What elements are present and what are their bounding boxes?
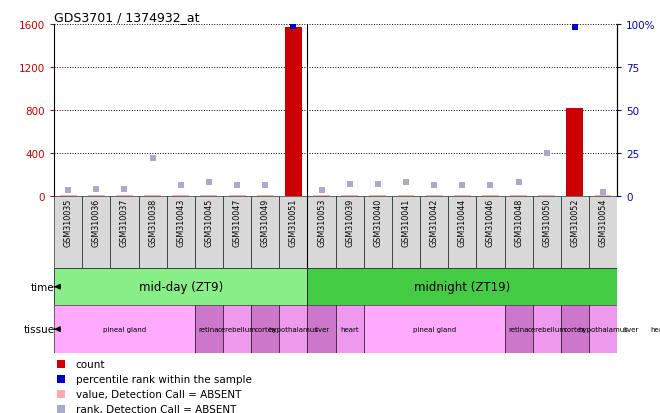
Text: midnight (ZT19): midnight (ZT19): [414, 280, 510, 294]
Text: heart: heart: [341, 326, 359, 332]
Bar: [561, 306, 589, 353]
Bar: [167, 196, 195, 268]
Bar: [308, 268, 617, 306]
Text: pineal gland: pineal gland: [103, 326, 146, 332]
Text: hypothalamus: hypothalamus: [578, 326, 628, 332]
Bar: [54, 306, 195, 353]
Text: GSM310039: GSM310039: [345, 198, 354, 247]
Text: percentile rank within the sample: percentile rank within the sample: [75, 374, 251, 384]
Text: hypothalamus: hypothalamus: [269, 326, 318, 332]
Text: GSM310046: GSM310046: [486, 198, 495, 247]
Text: GSM310042: GSM310042: [430, 198, 439, 247]
Bar: [533, 306, 561, 353]
Bar: [566, 108, 583, 196]
Bar: [420, 196, 448, 268]
Text: GSM310038: GSM310038: [148, 198, 157, 247]
Bar: [251, 306, 279, 353]
Text: GDS3701 / 1374932_at: GDS3701 / 1374932_at: [54, 11, 199, 24]
Bar: [223, 306, 251, 353]
Text: GSM310043: GSM310043: [176, 198, 185, 247]
Bar: [477, 196, 504, 268]
Bar: [195, 196, 223, 268]
Text: heart: heart: [650, 326, 660, 332]
Bar: [335, 306, 364, 353]
Bar: [228, 195, 246, 196]
Bar: [645, 306, 660, 353]
Bar: [139, 196, 167, 268]
Text: GSM310036: GSM310036: [92, 198, 101, 247]
Bar: [589, 196, 617, 268]
Bar: [533, 196, 561, 268]
Bar: [448, 196, 477, 268]
Bar: [88, 195, 105, 196]
Bar: [251, 196, 279, 268]
Text: liver: liver: [314, 326, 329, 332]
Bar: [482, 195, 499, 196]
Text: GSM310035: GSM310035: [64, 198, 73, 247]
Text: retina: retina: [199, 326, 219, 332]
Text: cortex: cortex: [254, 326, 277, 332]
Text: retina: retina: [508, 326, 529, 332]
Text: pineal gland: pineal gland: [412, 326, 455, 332]
Bar: [313, 195, 330, 196]
Text: cerebellum: cerebellum: [218, 326, 257, 332]
Bar: [504, 196, 533, 268]
Text: value, Detection Call = ABSENT: value, Detection Call = ABSENT: [75, 389, 241, 399]
Bar: [335, 196, 364, 268]
Text: GSM310044: GSM310044: [458, 198, 467, 247]
Bar: [308, 306, 336, 353]
Bar: [201, 195, 217, 196]
Text: GSM310054: GSM310054: [599, 198, 607, 247]
Bar: [279, 306, 308, 353]
Bar: [223, 196, 251, 268]
Bar: [54, 268, 308, 306]
Bar: [110, 196, 139, 268]
Text: GSM310045: GSM310045: [205, 198, 213, 247]
Text: rank, Detection Call = ABSENT: rank, Detection Call = ABSENT: [75, 404, 236, 413]
Text: liver: liver: [624, 326, 639, 332]
Bar: [172, 195, 189, 196]
Text: GSM310052: GSM310052: [570, 198, 579, 247]
Text: count: count: [75, 359, 105, 369]
Bar: [510, 195, 527, 196]
Text: tissue: tissue: [23, 324, 54, 335]
Text: GSM310049: GSM310049: [261, 198, 270, 247]
Bar: [454, 195, 471, 196]
Text: cerebellum: cerebellum: [527, 326, 566, 332]
Text: GSM310047: GSM310047: [232, 198, 242, 247]
Bar: [561, 196, 589, 268]
Bar: [279, 196, 308, 268]
Text: GSM310041: GSM310041: [401, 198, 411, 247]
Bar: [285, 27, 302, 196]
Text: GSM310053: GSM310053: [317, 198, 326, 247]
Text: GSM310050: GSM310050: [543, 198, 551, 247]
Bar: [370, 195, 386, 196]
Bar: [144, 195, 161, 196]
Text: GSM310040: GSM310040: [374, 198, 382, 247]
Text: GSM310037: GSM310037: [120, 198, 129, 247]
Bar: [595, 195, 611, 196]
Bar: [82, 196, 110, 268]
Text: GSM310051: GSM310051: [289, 198, 298, 247]
Bar: [341, 195, 358, 196]
Text: mid-day (ZT9): mid-day (ZT9): [139, 280, 223, 294]
Bar: [426, 195, 443, 196]
Bar: [397, 195, 414, 196]
Bar: [257, 195, 274, 196]
Text: GSM310048: GSM310048: [514, 198, 523, 247]
Bar: [308, 196, 336, 268]
Bar: [60, 195, 77, 196]
Bar: [116, 195, 133, 196]
Text: time: time: [31, 282, 54, 292]
Bar: [364, 196, 392, 268]
Bar: [539, 195, 555, 196]
Bar: [504, 306, 533, 353]
Bar: [195, 306, 223, 353]
Text: cortex: cortex: [564, 326, 586, 332]
Bar: [589, 306, 617, 353]
Bar: [617, 306, 645, 353]
Bar: [364, 306, 504, 353]
Bar: [54, 196, 82, 268]
Bar: [392, 196, 420, 268]
